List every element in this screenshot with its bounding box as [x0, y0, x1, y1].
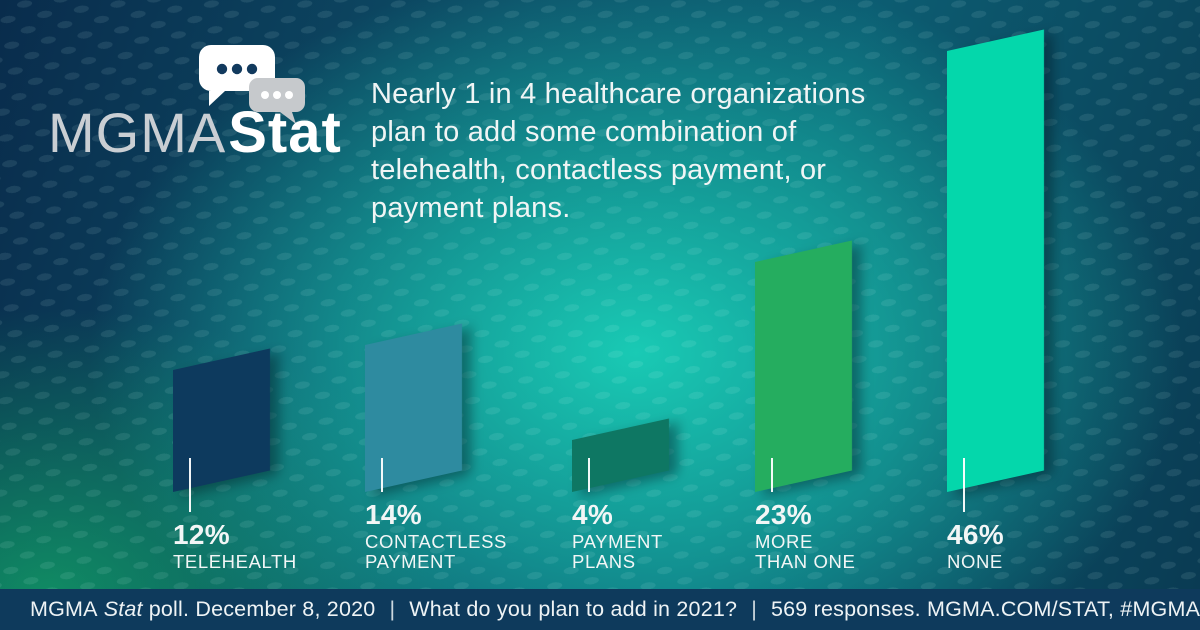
footer-poll-info: MGMA Stat poll. December 8, 2020 — [30, 597, 375, 622]
footer-responses: 569 responses. MGMA.COM/STAT, #MGMASTAT — [770, 597, 1200, 621]
logo-stat-text: Stat — [228, 100, 342, 165]
label-tick-line — [588, 458, 590, 492]
logo-wordmark: MGMAStat — [48, 99, 342, 166]
footer-bar: MGMA Stat poll. December 8, 2020 | What do… — [0, 589, 1200, 630]
bar-category: MORE THAN ONE — [755, 531, 856, 572]
bar-more-than-one — [755, 240, 852, 492]
label-tick-line — [771, 458, 773, 492]
bar-label-contactless-payment: 14% CONTACTLESS PAYMENT — [365, 458, 550, 572]
bar-label-payment-plans: 4% PAYMENT PLANS — [572, 458, 757, 572]
footer-question: What do you plan to add in 2021? — [409, 597, 738, 621]
label-tick-line — [381, 458, 383, 492]
bar-value: 14% — [365, 499, 422, 530]
label-tick-line — [963, 458, 965, 512]
footer-brand-stat: Stat — [103, 597, 143, 621]
bar-label-telehealth: 12% TELEHEALTH — [173, 458, 358, 572]
bar-category: PAYMENT PLANS — [572, 531, 663, 572]
bar-label-more-than-one: 23% MORE THAN ONE — [755, 458, 940, 572]
bar-value: 4% — [572, 499, 614, 530]
bar-label-none: 46% NONE — [947, 458, 1132, 572]
bar-value: 12% — [173, 519, 230, 550]
label-tick-line — [189, 458, 191, 512]
bar-category: CONTACTLESS PAYMENT — [365, 531, 507, 572]
bar-value: 46% — [947, 519, 1004, 550]
mgma-stat-logo: MGMAStat — [0, 0, 360, 180]
speech-bubble-small-icon — [249, 78, 305, 124]
footer-separator: | — [751, 597, 757, 621]
logo-mgma-text: MGMA — [48, 101, 227, 164]
footer-separator: | — [389, 597, 396, 621]
bar-category: NONE — [947, 551, 1003, 572]
bar-none — [947, 29, 1044, 493]
footer-brand: MGMA — [30, 597, 98, 621]
headline-text: Nearly 1 in 4 healthcare organizations p… — [371, 78, 866, 224]
bar-category: TELEHEALTH — [173, 551, 297, 572]
bar-value: 23% — [755, 499, 812, 530]
footer-poll-date: poll. December 8, 2020 — [148, 597, 376, 621]
